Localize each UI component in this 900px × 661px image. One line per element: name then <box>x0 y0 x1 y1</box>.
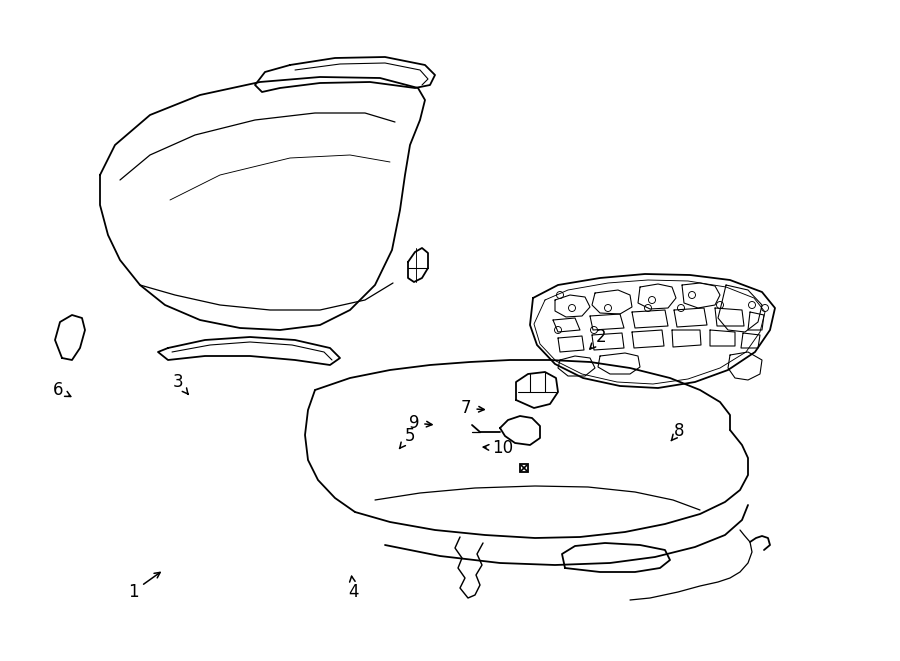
Text: 5: 5 <box>400 427 415 449</box>
Text: 6: 6 <box>53 381 71 399</box>
Text: 4: 4 <box>348 576 359 601</box>
Text: 1: 1 <box>128 572 160 601</box>
Text: 3: 3 <box>173 373 188 395</box>
Text: 7: 7 <box>461 399 484 418</box>
Text: 8: 8 <box>671 422 685 441</box>
Text: 2: 2 <box>590 328 607 349</box>
Text: 10: 10 <box>483 439 513 457</box>
Text: 9: 9 <box>409 414 432 432</box>
